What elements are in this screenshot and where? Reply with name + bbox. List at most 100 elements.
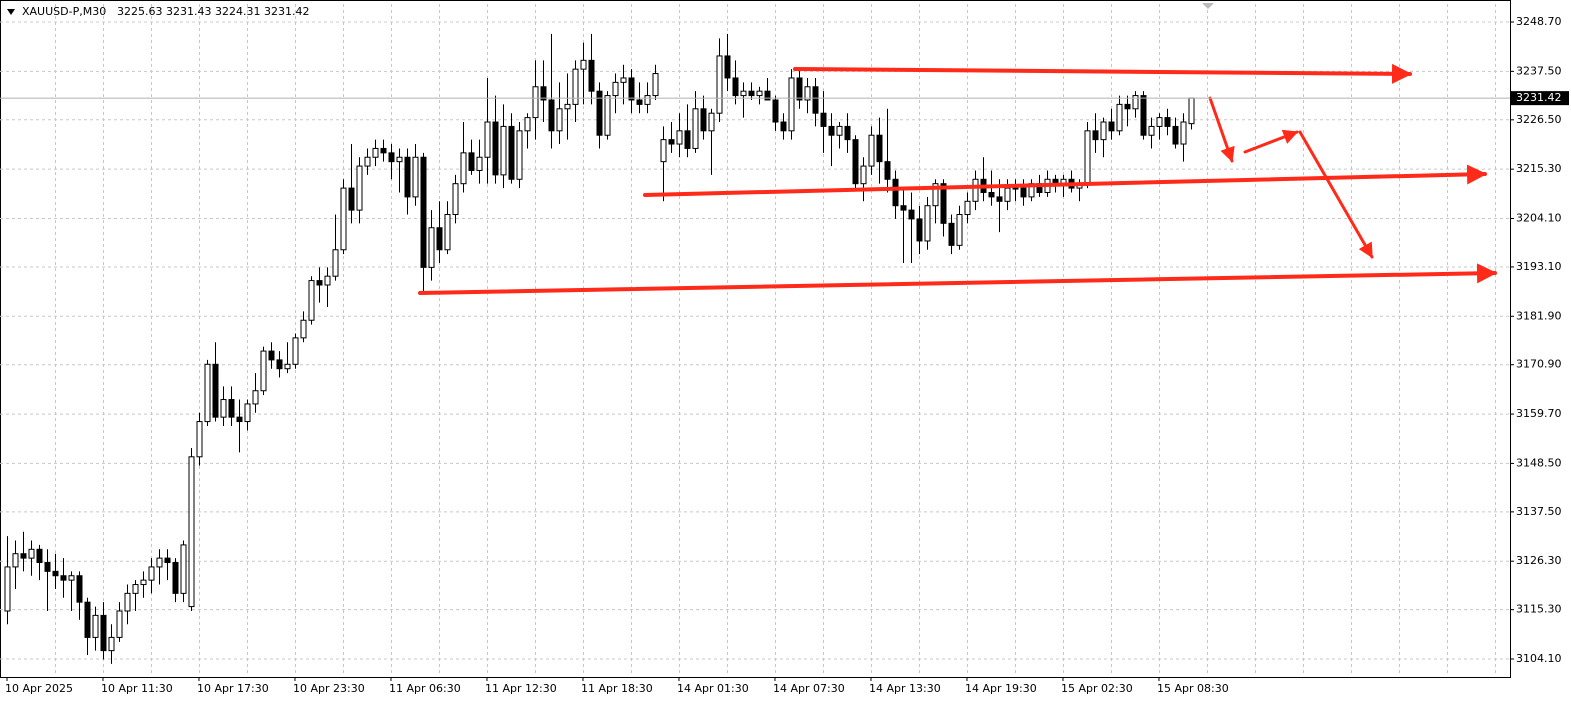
candle-body xyxy=(228,399,235,418)
x-tick-label: 10 Apr 17:30 xyxy=(197,682,269,695)
candle-body xyxy=(556,108,563,132)
candle-body xyxy=(1164,117,1171,127)
candle-body xyxy=(564,103,571,110)
candle-body xyxy=(404,156,411,198)
candle-body xyxy=(812,86,819,114)
candle-body xyxy=(60,575,67,581)
candle-body xyxy=(1108,121,1115,132)
path-arrow xyxy=(1298,130,1374,259)
x-tick-label: 11 Apr 12:30 xyxy=(485,682,557,695)
candle-body xyxy=(540,86,547,101)
open-value: 3225.63 xyxy=(117,5,163,18)
candle-body xyxy=(124,592,131,612)
candle-body xyxy=(948,222,955,246)
candle-body xyxy=(156,557,163,568)
candle-body xyxy=(820,112,827,127)
x-tick-label: 14 Apr 13:30 xyxy=(869,682,941,695)
candle-body xyxy=(452,183,459,216)
candle-body xyxy=(772,99,779,123)
candle-body xyxy=(92,614,99,638)
candle-body xyxy=(516,130,523,180)
candle-body xyxy=(84,601,91,638)
candle-body xyxy=(604,95,611,136)
candle-body xyxy=(300,319,307,339)
candle-body xyxy=(308,280,315,321)
candle-body xyxy=(436,227,443,251)
candle-body xyxy=(4,566,11,612)
candle-body xyxy=(924,205,931,242)
candle-body xyxy=(148,566,155,581)
candle-body xyxy=(620,77,627,83)
candle-body xyxy=(860,165,867,185)
candle-body xyxy=(1180,121,1187,145)
candle-body xyxy=(1084,130,1091,185)
candle-body xyxy=(1124,103,1131,110)
x-tick-label: 10 Apr 2025 xyxy=(5,682,73,695)
candle-body xyxy=(52,570,59,577)
candle-body xyxy=(596,90,603,136)
candle-body xyxy=(764,90,771,101)
candle-body xyxy=(580,59,587,70)
candle-body xyxy=(212,363,219,418)
y-tick-label: 3159.70 xyxy=(1516,407,1562,420)
candle-body xyxy=(1172,125,1179,145)
candle-body xyxy=(492,121,499,176)
candle-body xyxy=(356,165,363,211)
candle-body xyxy=(476,156,483,171)
candle-body xyxy=(612,81,619,97)
candle-body xyxy=(140,579,147,586)
candle-body xyxy=(644,95,651,105)
trend-arrow xyxy=(418,263,1497,295)
candle-body xyxy=(428,227,435,268)
candle-body xyxy=(412,156,419,198)
candle-body xyxy=(748,90,755,97)
y-tick-label: 3115.30 xyxy=(1516,603,1562,616)
candle-body xyxy=(36,548,43,564)
price-tag: 3231.42 xyxy=(1516,91,1562,104)
y-tick-label: 3170.90 xyxy=(1516,358,1562,371)
candle-body xyxy=(284,363,291,370)
y-tick-label: 3226.50 xyxy=(1516,113,1562,126)
candle-body xyxy=(348,187,355,211)
candle-body xyxy=(20,553,27,559)
candle-body xyxy=(220,399,227,418)
candle-body xyxy=(900,205,907,211)
candle-body xyxy=(628,77,635,101)
x-tick-label: 11 Apr 06:30 xyxy=(389,682,461,695)
candle-body xyxy=(484,121,491,158)
candle-body xyxy=(852,139,859,185)
x-tick-label: 10 Apr 23:30 xyxy=(293,682,365,695)
candle-body xyxy=(828,125,835,136)
candle-body xyxy=(916,218,923,242)
candle-body xyxy=(548,99,555,132)
candle-body xyxy=(524,117,531,132)
candle-body xyxy=(12,553,19,568)
candle-body xyxy=(972,178,979,202)
plot-frame xyxy=(0,0,1511,678)
candle-body xyxy=(364,156,371,167)
candle-body xyxy=(324,275,331,286)
candle-body xyxy=(76,575,83,603)
candle-body xyxy=(996,196,1003,202)
candle-body xyxy=(1156,117,1163,127)
candle-body xyxy=(676,130,683,145)
candle-body xyxy=(652,73,659,97)
candle-body xyxy=(988,191,995,198)
candle-body xyxy=(532,86,539,119)
candle-body xyxy=(268,350,275,361)
candle-body xyxy=(876,134,883,163)
candle-body xyxy=(508,125,515,180)
candle-body xyxy=(940,183,947,224)
price-tag-bg xyxy=(1511,91,1569,106)
candle-body xyxy=(932,183,939,207)
candle-body xyxy=(420,156,427,268)
candle-body xyxy=(964,200,971,216)
candle-body xyxy=(684,130,691,149)
candle-body xyxy=(1100,121,1107,141)
candle-body xyxy=(332,249,339,277)
candle-body xyxy=(740,90,747,97)
candle-body xyxy=(588,59,595,92)
shift-marker xyxy=(1202,3,1214,9)
candle-body xyxy=(372,147,379,158)
y-tick-label: 3215.30 xyxy=(1516,162,1562,175)
